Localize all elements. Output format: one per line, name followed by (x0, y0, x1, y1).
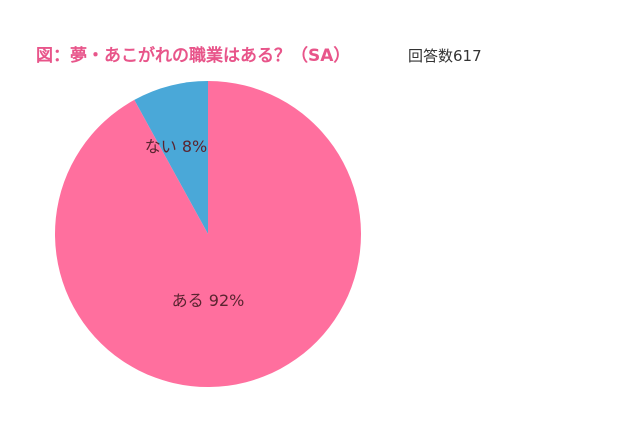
chart-subtitle: 回答数617 (408, 47, 482, 65)
pie-labels: ない 8% ある 92% (145, 137, 245, 310)
pie-slice-no (134, 81, 208, 234)
pie-slice-yes (55, 81, 362, 388)
pie-label-no: ない 8% (145, 137, 207, 156)
chart-title: 図：夢・あこがれの職業はある？（SA） (36, 45, 350, 66)
pie-label-yes: ある 92% (172, 291, 245, 310)
pie-slices (55, 81, 362, 388)
